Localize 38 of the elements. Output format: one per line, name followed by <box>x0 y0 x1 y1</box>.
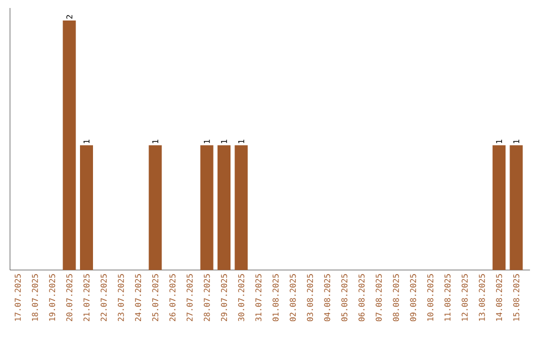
data-label: 1 <box>84 140 90 144</box>
x-tick-label: 21.07.2025 <box>83 274 90 322</box>
x-tick-label: 12.08.2025 <box>462 274 468 321</box>
data-label: 1 <box>221 140 227 144</box>
data-label: 1 <box>513 140 520 144</box>
x-tick-label: 08.08.2025 <box>392 274 399 322</box>
x-tick-label: 01.08.2025 <box>272 274 279 322</box>
x-tick-label: 15.08.2025 <box>513 274 520 321</box>
x-tick-label: 19.07.2025 <box>49 274 56 321</box>
data-label: 1 <box>204 140 210 144</box>
data-label: 1 <box>496 140 502 144</box>
x-tick-label: 13.08.2025 <box>478 274 485 321</box>
x-tick-label: 31.07.2025 <box>255 274 262 322</box>
x-tick-label: 17.07.2025 <box>14 274 21 321</box>
x-tick-label: 06.08.2025 <box>358 274 365 322</box>
x-tick-label: 27.07.2025 <box>186 274 193 322</box>
x-tick-label: 02.08.2025 <box>290 274 296 322</box>
x-tick-label: 20.07.2025 <box>66 274 72 322</box>
x-tick-label: 10.08.2025 <box>427 274 434 321</box>
x-tick-label: 03.08.2025 <box>306 274 313 322</box>
data-label: 1 <box>238 140 244 144</box>
data-label: 2 <box>66 15 72 19</box>
x-tick-label: 09.08.2025 <box>410 274 416 322</box>
data-label: 1 <box>152 140 158 144</box>
x-tick-label: 04.08.2025 <box>324 274 330 322</box>
x-tick-label: 29.07.2025 <box>220 274 228 322</box>
x-tick-label: 18.07.2025 <box>32 274 38 321</box>
x-tick-label: 28.07.2025 <box>204 274 210 322</box>
x-tick-label: 07.08.2025 <box>376 274 382 322</box>
x-tick-label: 14.08.2025 <box>496 274 502 321</box>
x-tick-label: 11.08.2025 <box>444 274 451 321</box>
x-tick-label: 26.07.2025 <box>169 274 176 322</box>
x-tick-label: 30.07.2025 <box>238 274 244 322</box>
x-tick-label: 22.07.2025 <box>100 274 107 322</box>
x-tick-label: 05.08.2025 <box>341 274 348 322</box>
x-tick-label: 25.07.2025 <box>152 274 158 322</box>
x-tick-label: 24.07.2025 <box>135 274 142 322</box>
x-tick-label: 23.07.2025 <box>118 274 124 322</box>
